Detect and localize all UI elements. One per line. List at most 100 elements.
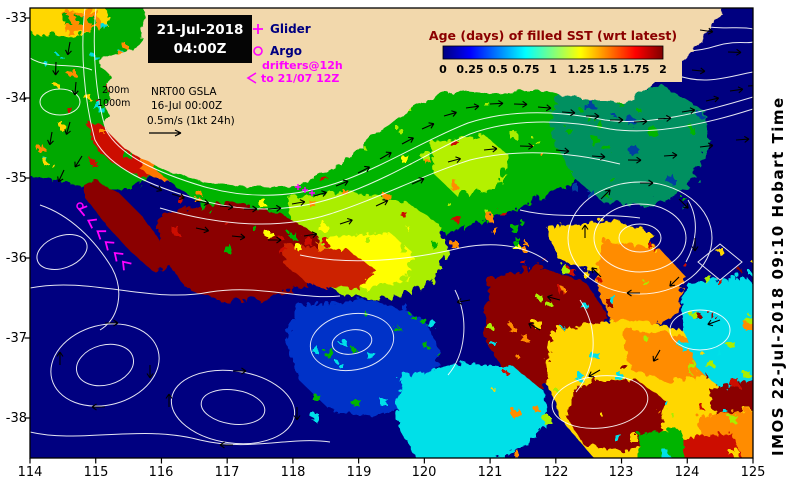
sst-age-pixel xyxy=(133,32,141,40)
sst-age-pixel xyxy=(498,209,505,216)
sst-age-pixel xyxy=(199,201,207,209)
current-vector-arrow xyxy=(52,61,60,76)
y-axis-tick-label: -37 xyxy=(6,331,27,346)
sst-age-pixel xyxy=(348,345,353,351)
current-vector-arrow xyxy=(313,190,327,197)
x-axis-tick-label: 115 xyxy=(84,465,109,480)
sst-age-pixel xyxy=(540,413,548,421)
sst-age-pixel xyxy=(159,166,166,173)
y-axis-tick-label: -38 xyxy=(6,411,27,426)
sst-age-pixel xyxy=(580,100,587,107)
sst-age-region xyxy=(280,240,372,287)
sst-age-pixel xyxy=(392,324,398,330)
sst-age-pixel xyxy=(381,189,388,197)
sst-age-pixel xyxy=(511,448,517,454)
sst-age-pixel xyxy=(364,349,372,357)
timestamp-box-bg xyxy=(148,15,252,63)
current-vector-arrow xyxy=(165,393,173,407)
colorbar: Age (days) of filled SST (wrt latest) 0 … xyxy=(424,24,682,82)
sst-age-pixel xyxy=(568,180,576,188)
sst-age-pixel xyxy=(666,415,672,421)
y-axis-tick-label: -34 xyxy=(6,91,27,106)
x-axis-labels: 114 115 116 117 118 119 120 121 122 123 … xyxy=(18,465,766,480)
sst-age-pixel xyxy=(307,198,315,206)
sst-age-pixel xyxy=(66,67,74,75)
current-vector-arrow xyxy=(379,151,392,160)
sst-age-pixel xyxy=(512,351,517,356)
sst-age-pixel xyxy=(513,234,517,239)
sst-age-pixel xyxy=(274,232,280,238)
drifter-chevron-icon xyxy=(96,230,107,240)
sst-age-region xyxy=(428,133,507,194)
sst-age-pixel xyxy=(645,125,654,134)
current-vector-arrow xyxy=(71,81,79,96)
ssh-contour-line xyxy=(30,284,341,298)
sst-age-pixel xyxy=(714,348,720,354)
sst-age-pixel xyxy=(60,13,68,21)
sst-age-region xyxy=(393,360,545,458)
sst-age-pixel xyxy=(588,134,597,143)
sst-age-pixel xyxy=(678,193,683,198)
colorbar-tick-label: 0.75 xyxy=(512,63,539,76)
current-vector-arrow xyxy=(727,48,742,56)
sst-age-pixel xyxy=(518,331,525,339)
sst-age-pixel xyxy=(89,132,96,139)
current-vector-arrow xyxy=(691,67,706,75)
ssh-contour-line xyxy=(309,312,395,372)
sst-age-pixel xyxy=(707,310,712,315)
sst-age-pixel xyxy=(421,155,427,161)
sst-age-pixel xyxy=(688,308,695,315)
ssh-contour-line xyxy=(39,88,81,116)
sst-age-pixel xyxy=(211,191,215,195)
sst-age-pixel xyxy=(421,332,426,337)
drifter-track-markers xyxy=(76,184,315,271)
current-vector-arrow xyxy=(65,41,72,56)
sst-age-pixel xyxy=(702,371,707,376)
current-vector-arrow xyxy=(303,231,318,239)
sst-age-pixel xyxy=(602,190,607,195)
y-axis-tick-label: -35 xyxy=(6,171,27,186)
sst-age-pixel xyxy=(46,33,53,40)
sst-age-pixel xyxy=(483,100,488,105)
sst-age-pixel xyxy=(310,344,317,351)
sst-age-pixel xyxy=(651,246,655,250)
sst-age-pixel xyxy=(78,143,86,151)
x-axis-tick-label: 120 xyxy=(412,465,437,480)
current-vector-arrow xyxy=(375,199,389,207)
current-vector-arrow xyxy=(581,224,589,238)
sst-age-pixel xyxy=(702,356,711,365)
sst-age-pixel xyxy=(588,376,595,383)
current-vector-arrow xyxy=(171,193,185,201)
sst-age-pixel xyxy=(640,332,645,337)
sst-age-pixel xyxy=(514,354,519,360)
sst-age-pixel xyxy=(644,183,653,192)
sst-age-pixel xyxy=(719,406,724,410)
colorbar-tick-label: 1.75 xyxy=(622,63,649,76)
sst-age-pixel xyxy=(435,351,439,355)
sst-age-pixel xyxy=(448,137,456,145)
sst-age-pixel xyxy=(396,241,405,249)
ssh-contour-line xyxy=(567,181,713,295)
current-vector-arrow xyxy=(219,441,233,449)
current-vector-arrow xyxy=(561,109,576,117)
sst-age-pixel xyxy=(74,13,82,21)
current-vector-arrow xyxy=(91,403,105,411)
x-axis-tick-label: 122 xyxy=(544,465,569,480)
current-vector-arrow xyxy=(456,298,471,305)
sst-age-region xyxy=(678,274,753,389)
sst-age-pixel xyxy=(301,234,308,242)
argo-circle-icon xyxy=(76,202,84,210)
timestamp-date: 21-Jul-2018 xyxy=(157,22,244,38)
sst-age-pixel xyxy=(334,405,340,411)
sst-age-pixel xyxy=(510,406,518,415)
depth-label-200m: 200m xyxy=(102,85,129,96)
sst-age-pixel xyxy=(625,115,633,123)
current-vector-arrow xyxy=(747,82,753,89)
current-vector-arrow xyxy=(707,319,721,327)
sst-age-pixel xyxy=(724,337,732,345)
sst-age-pixel xyxy=(663,172,672,181)
sst-age-pixel xyxy=(607,294,615,302)
current-vector-arrow xyxy=(146,365,154,379)
sst-age-pixel xyxy=(608,109,613,114)
current-vector-arrow xyxy=(268,236,282,244)
